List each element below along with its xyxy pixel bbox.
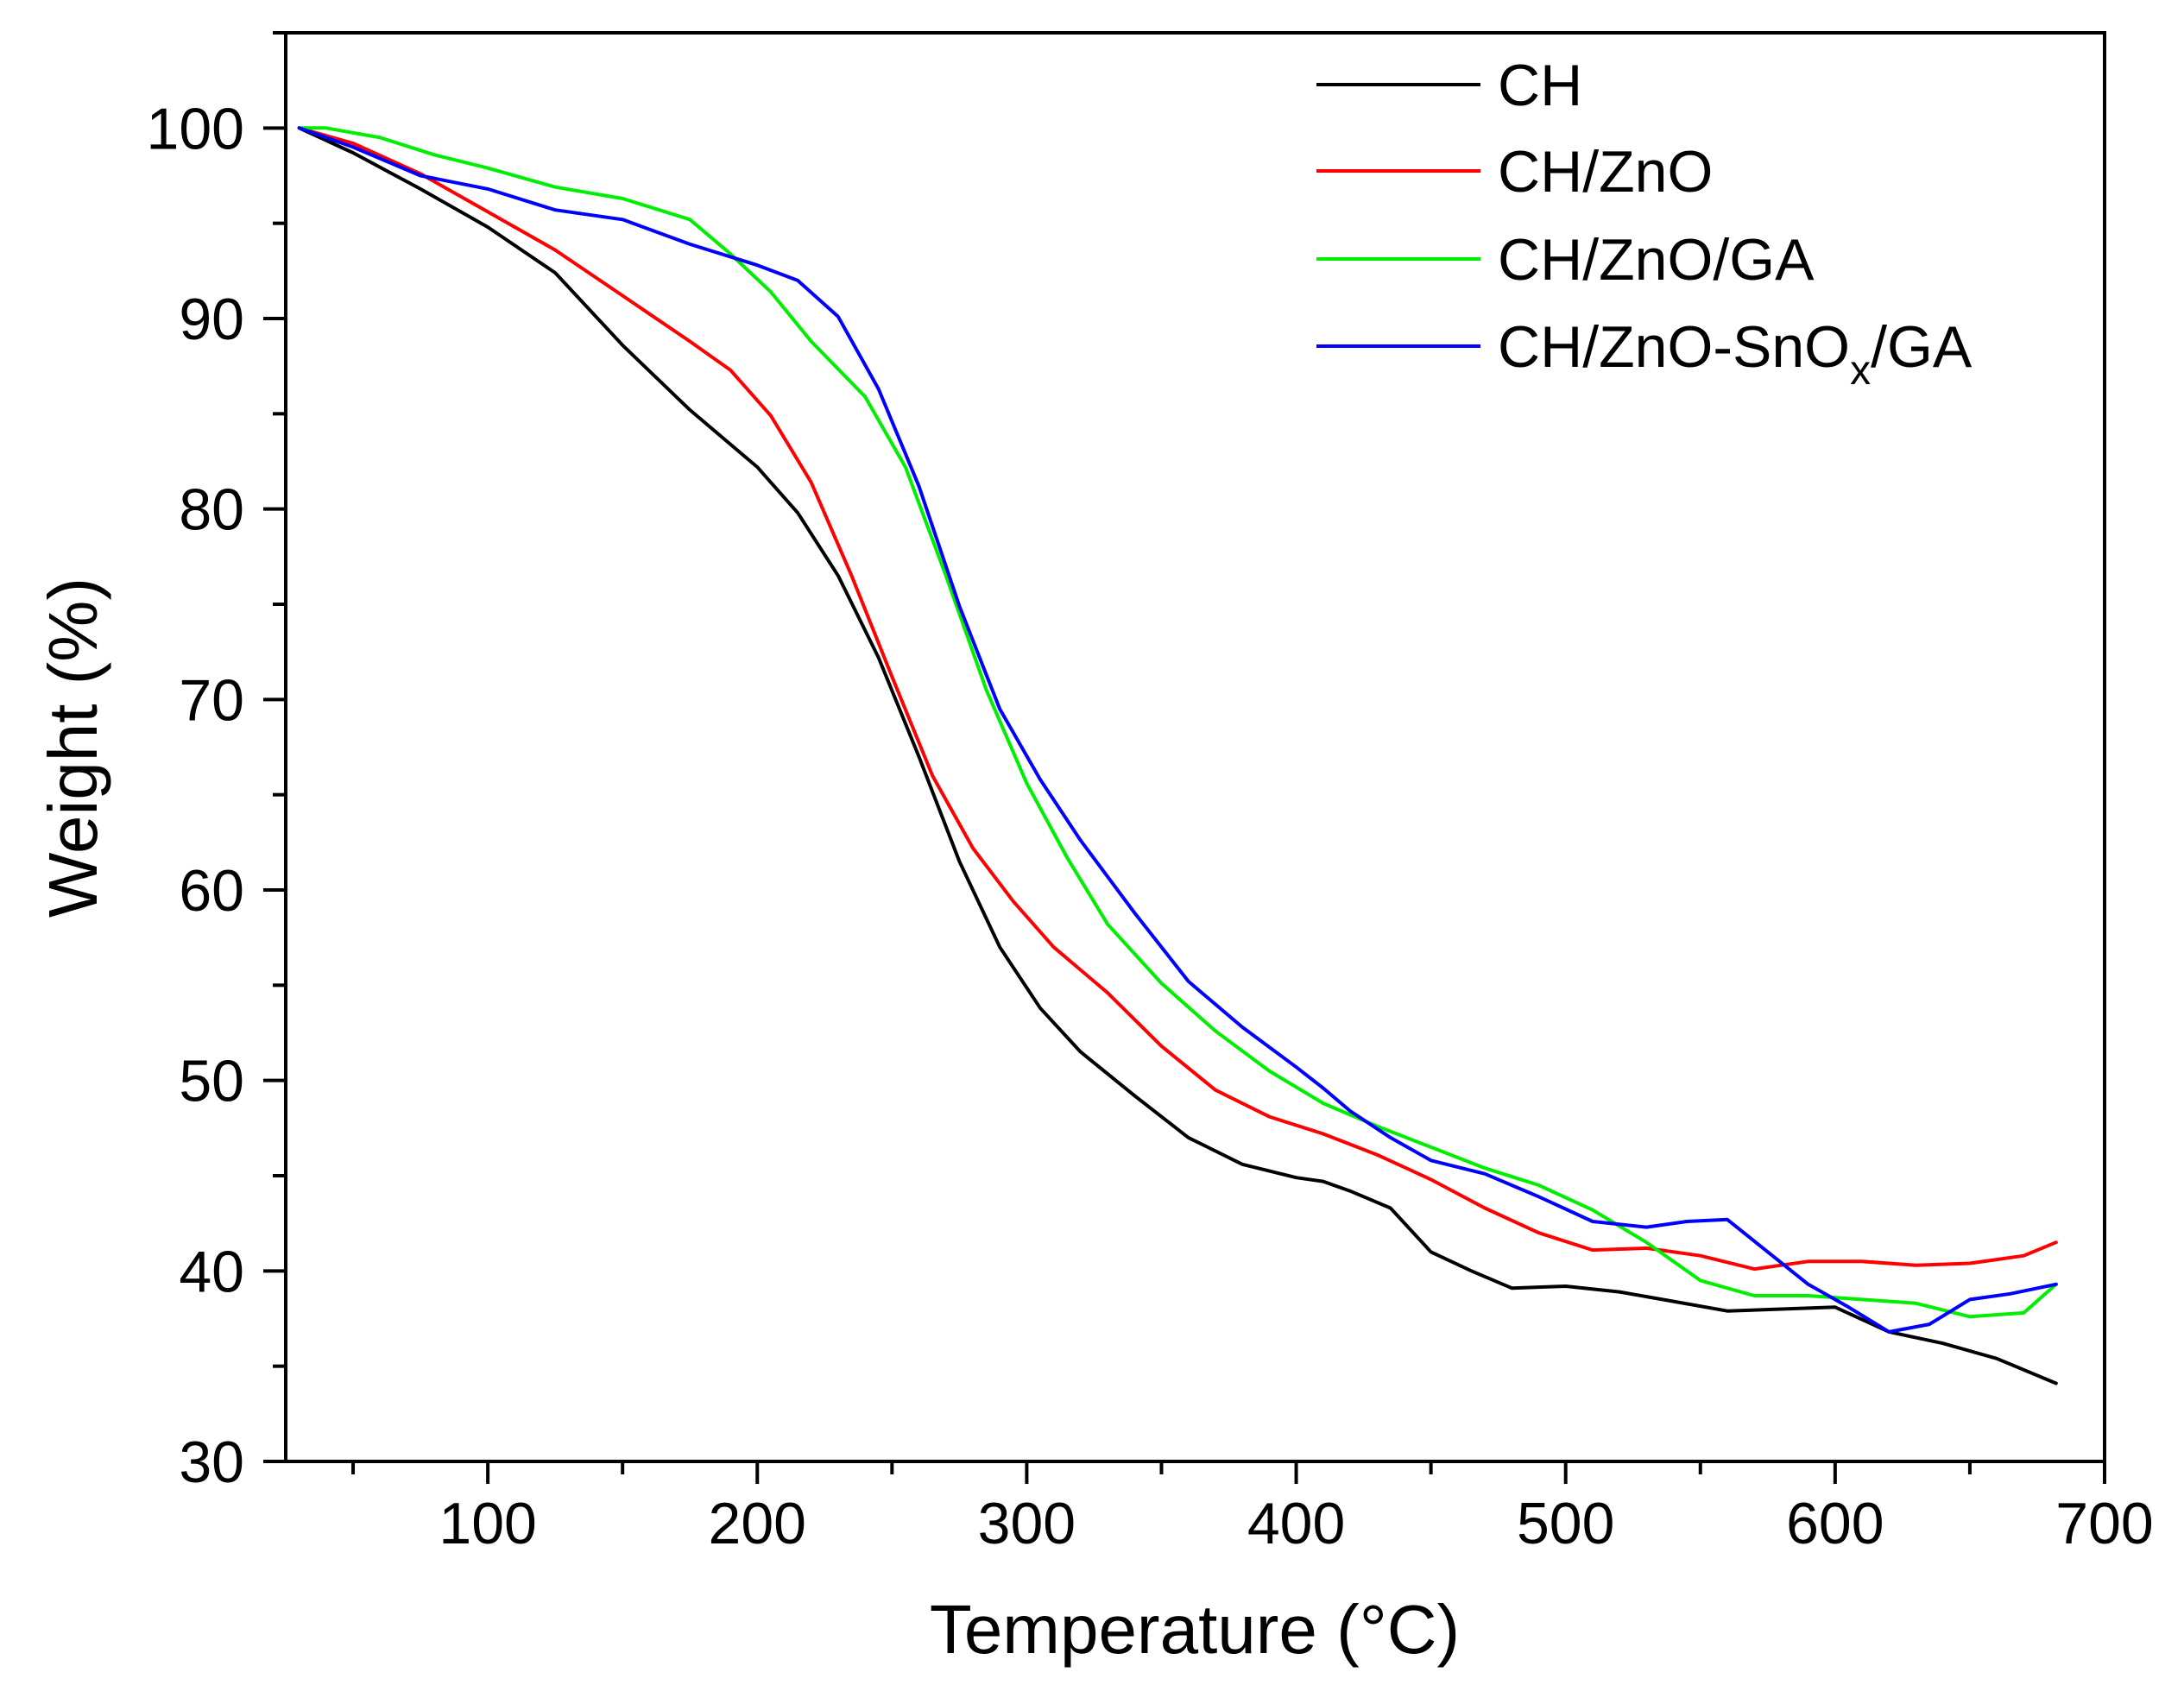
y-tick-label: 90 [179,287,244,352]
series-line-ch-zno [297,126,2058,1272]
legend-label-ch-zno-ga: CH/ZnO/GA [1498,227,1815,293]
legend-label-ch-zno: CH/ZnO [1498,139,1713,205]
x-axis-title: Temperature (°C) [930,1591,1460,1668]
y-tick-label: 70 [179,667,244,733]
legend: CH CH/ZnO CH/ZnO/GA CH/ZnO-SnOx/GA [1316,53,1973,394]
series-line-ch-zno-snox-ga [297,126,2058,1334]
series-line-ch [297,126,2058,1385]
tick-labels: 100 200 300 400 500 600 700 30 40 50 60 70 80 90 100 [147,96,2154,1556]
y-tick-label: 30 [179,1429,244,1495]
x-tick-label: 700 [2055,1491,2153,1556]
legend-label-subscript: x [1850,348,1871,394]
x-tick-label: 300 [978,1491,1076,1556]
series-line-ch-zno-ga [297,126,2058,1319]
x-tick-label: 500 [1517,1491,1614,1556]
y-tick-label: 40 [179,1239,244,1304]
legend-label-main: CH/ZnO-SnO [1498,314,1850,380]
series-lines [297,126,2058,1385]
x-tick-label: 400 [1247,1491,1345,1556]
legend-label-ch-zno-snox-ga: CH/ZnO-SnOx/GA [1498,314,1973,394]
y-axis-title: Weight (%) [35,577,111,918]
y-tick-label: 50 [179,1049,244,1114]
y-tick-label: 100 [147,96,244,161]
x-tick-label: 600 [1786,1491,1884,1556]
plot-frame [284,31,2106,1463]
x-tick-label: 200 [709,1491,806,1556]
x-tick-label: 100 [439,1491,536,1556]
y-tick-label: 60 [179,858,244,924]
y-tick-label: 80 [179,477,244,543]
legend-label-suffix: /GA [1871,314,1973,380]
legend-label-ch: CH [1498,53,1582,118]
ticks [263,31,2106,1484]
